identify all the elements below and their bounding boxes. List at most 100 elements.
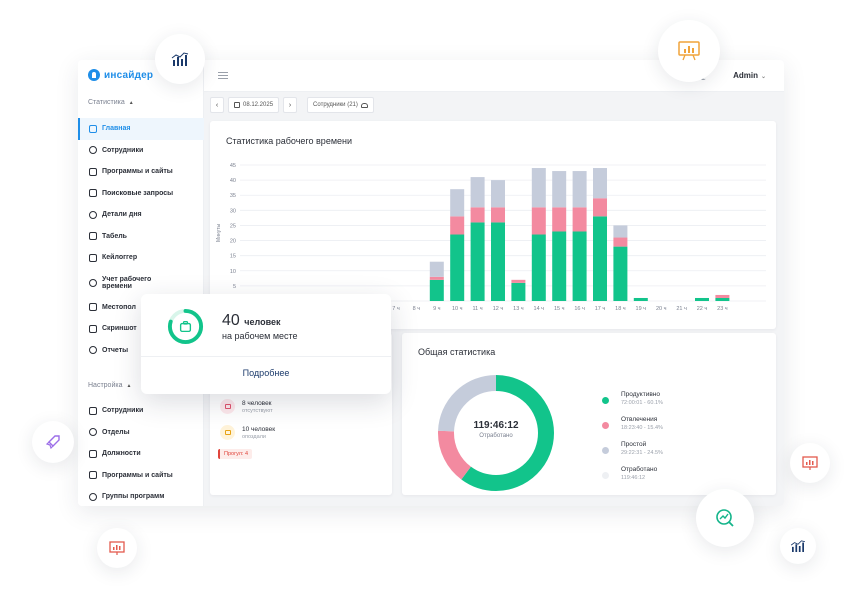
- sidebar: инсайдер Статистика ▲ Главная Сотрудники П…: [78, 60, 204, 506]
- sidebar-item[interactable]: Главная: [78, 118, 204, 140]
- logo-text: инсайдер: [104, 69, 154, 81]
- sidebar-item[interactable]: Кейлоггер: [78, 247, 204, 269]
- legend-item: Отработано 119:46:12: [602, 466, 663, 481]
- bar-segment: [695, 297, 709, 301]
- sidebar-item[interactable]: Группы программ: [78, 486, 204, 506]
- bar-segment: [429, 276, 444, 280]
- x-tick-label: 9 ч: [433, 306, 441, 312]
- sidebar-item[interactable]: Табель: [78, 226, 204, 248]
- bar-analytics-icon: [171, 52, 189, 66]
- sidebar-item[interactable]: Учет рабочего времени: [78, 269, 204, 297]
- x-tick-label: 7 ч: [392, 306, 400, 312]
- donut-label: Отработано: [479, 433, 513, 439]
- chevron-up-icon: ▲: [128, 99, 134, 106]
- absence-badge: Прогул: 4: [218, 449, 253, 459]
- legend-swatch: [602, 422, 609, 429]
- late-row[interactable]: 10 человек опоздали: [220, 425, 275, 440]
- filter-bar: ‹ 08.12.2025 › Сотрудники (21): [210, 97, 374, 113]
- logo[interactable]: инсайдер: [88, 69, 153, 81]
- bar-segment: [470, 177, 485, 208]
- bar-segment: [552, 207, 567, 232]
- menu-item-icon: [89, 210, 97, 219]
- sidebar-item[interactable]: Отчеты: [78, 340, 204, 362]
- y-tick-label: 35: [230, 193, 236, 199]
- menu-item-icon: [89, 124, 97, 133]
- menu-item-icon: [89, 278, 97, 287]
- menu-item-icon: [89, 492, 97, 501]
- legend-swatch: [602, 472, 609, 479]
- menu-item-icon: [89, 346, 97, 355]
- bar-segment: [613, 237, 628, 247]
- sidebar-item[interactable]: Сотрудники: [78, 140, 204, 162]
- presentation-board-icon: [678, 41, 700, 61]
- bar-segment: [715, 297, 730, 301]
- sidebar-item[interactable]: Местопол: [78, 297, 204, 319]
- search-trend-icon: [716, 509, 734, 527]
- menu-item-icon: [89, 253, 97, 262]
- x-tick-label: 13 ч: [513, 306, 524, 312]
- worktime-title: Статистика рабочего времени: [226, 136, 353, 146]
- sidebar-item[interactable]: Скриншот: [78, 318, 204, 340]
- sidebar-section-settings[interactable]: Настройка ▲: [88, 382, 132, 389]
- bar-segment: [491, 222, 505, 301]
- bar-segment: [531, 168, 546, 208]
- presence-popup: 40 человек на рабочем месте Подробнее: [141, 294, 391, 394]
- sidebar-item[interactable]: Детали дня: [78, 204, 204, 226]
- employees-filter[interactable]: Сотрудники (21): [307, 97, 374, 113]
- menu-item-icon: [89, 406, 97, 415]
- sidebar-item[interactable]: Поисковые запросы: [78, 183, 204, 205]
- menu-icon[interactable]: [218, 72, 228, 79]
- bar-segment: [491, 180, 505, 208]
- rocket-icon: [45, 435, 60, 450]
- legend-item: Отвлечения 18:23:40 - 15.4%: [602, 416, 663, 431]
- x-tick-label: 15 ч: [554, 306, 565, 312]
- menu-item-icon: [89, 303, 97, 312]
- x-tick-label: 12 ч: [493, 306, 504, 312]
- donut-slice: [438, 375, 554, 491]
- sidebar-item[interactable]: Отделы: [78, 422, 204, 444]
- bar-segment: [593, 198, 607, 217]
- chevron-down-icon: ⌄: [760, 74, 766, 80]
- y-axis-label: Минуты: [216, 224, 222, 243]
- date-picker[interactable]: 08.12.2025: [228, 97, 280, 113]
- bar-segment: [552, 231, 567, 301]
- logo-icon: [88, 69, 100, 81]
- people-icon: [360, 102, 368, 108]
- main-area: Admin ⌄ ‹ 08.12.2025 › Сотрудники (21) Ст…: [204, 60, 784, 506]
- sidebar-section-statistics[interactable]: Статистика ▲: [88, 99, 134, 106]
- legend-item: Продуктивно 72:00:01 - 60.1%: [602, 391, 663, 406]
- legend-swatch: [602, 397, 609, 404]
- bubble-search-trend: [696, 489, 754, 547]
- sidebar-item[interactable]: Должности: [78, 443, 204, 465]
- legend-item: Простой 29:22:31 - 24.5%: [602, 441, 663, 456]
- bar-segment: [491, 207, 505, 223]
- menu-item-icon: [89, 189, 97, 198]
- sidebar-item[interactable]: Сотрудники: [78, 400, 204, 422]
- user-menu[interactable]: Admin ⌄: [733, 71, 766, 80]
- bar-segment: [450, 234, 465, 301]
- sidebar-nav-settings: Сотрудники Отделы Должности Программы и сай…: [78, 400, 204, 506]
- details-link[interactable]: Подробнее: [242, 368, 290, 378]
- x-tick-label: 17 ч: [595, 306, 606, 312]
- briefcase-icon: [179, 322, 192, 333]
- sidebar-item[interactable]: Программы и сайты: [78, 465, 204, 487]
- bar-segment: [531, 207, 546, 235]
- bar-analytics-icon: [790, 540, 805, 552]
- sidebar-nav-statistics: Главная Сотрудники Программы и сайты Поиско…: [78, 118, 204, 361]
- x-tick-label: 21 ч: [676, 306, 687, 312]
- bubble-analytics-2: [780, 528, 816, 564]
- bar-segment: [572, 171, 587, 208]
- presence-progress-ring: [167, 308, 204, 345]
- x-tick-label: 8 ч: [413, 306, 421, 312]
- bar-segment: [613, 246, 628, 301]
- sidebar-item[interactable]: Программы и сайты: [78, 161, 204, 183]
- chevron-up-icon: ▲: [126, 382, 132, 389]
- y-tick-label: 25: [230, 223, 236, 229]
- bubble-rocket: [32, 421, 74, 463]
- absent-row[interactable]: 8 человек отсутствуют: [220, 399, 273, 414]
- prev-date-button[interactable]: ‹: [210, 97, 224, 113]
- next-date-button[interactable]: ›: [283, 97, 298, 113]
- calendar-icon: [234, 102, 240, 108]
- bar-segment: [450, 216, 465, 235]
- worktime-bar-chart: 051015202530354045Минуты7 ч8 ч9 ч10 ч11 …: [216, 163, 766, 312]
